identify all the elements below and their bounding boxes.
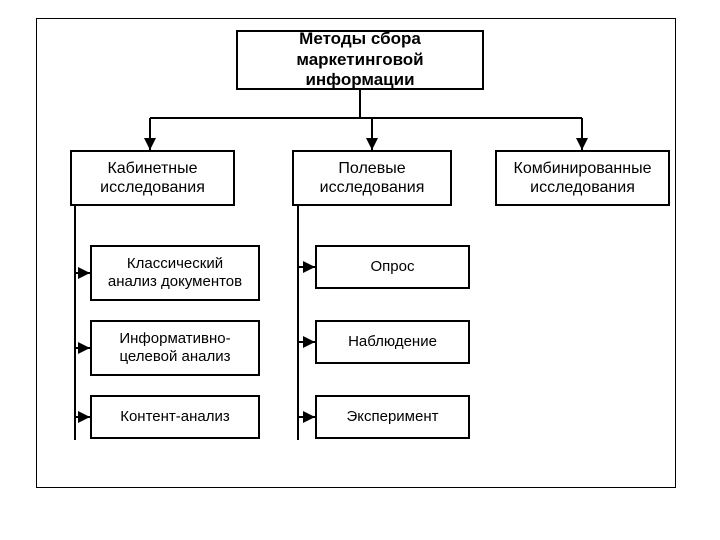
node-field: Полевые исследования xyxy=(292,150,452,206)
node-nabl: Наблюдение xyxy=(315,320,470,364)
node-klass: Классический анализ документов xyxy=(90,245,260,301)
node-exper: Эксперимент xyxy=(315,395,470,439)
node-root: Методы сбора маркетинговой информации xyxy=(236,30,484,90)
node-cab: Кабинетные исследования xyxy=(70,150,235,206)
node-comb: Комбинированные исследования xyxy=(495,150,670,206)
node-inform: Информативно- целевой анализ xyxy=(90,320,260,376)
node-opros: Опрос xyxy=(315,245,470,289)
diagram-canvas: Методы сбора маркетинговой информации Каб… xyxy=(0,0,720,540)
node-kontent: Контент-анализ xyxy=(90,395,260,439)
